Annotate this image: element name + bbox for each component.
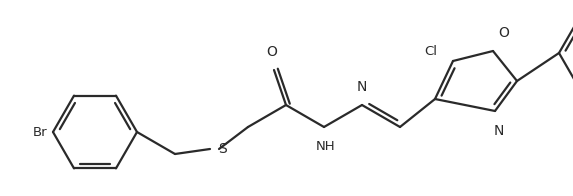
Text: N: N bbox=[494, 124, 504, 138]
Text: O: O bbox=[498, 26, 509, 40]
Text: Cl: Cl bbox=[424, 44, 437, 57]
Text: NH: NH bbox=[316, 140, 336, 153]
Text: S: S bbox=[218, 142, 227, 156]
Text: N: N bbox=[357, 80, 367, 94]
Text: O: O bbox=[266, 45, 277, 59]
Text: Br: Br bbox=[33, 125, 47, 139]
